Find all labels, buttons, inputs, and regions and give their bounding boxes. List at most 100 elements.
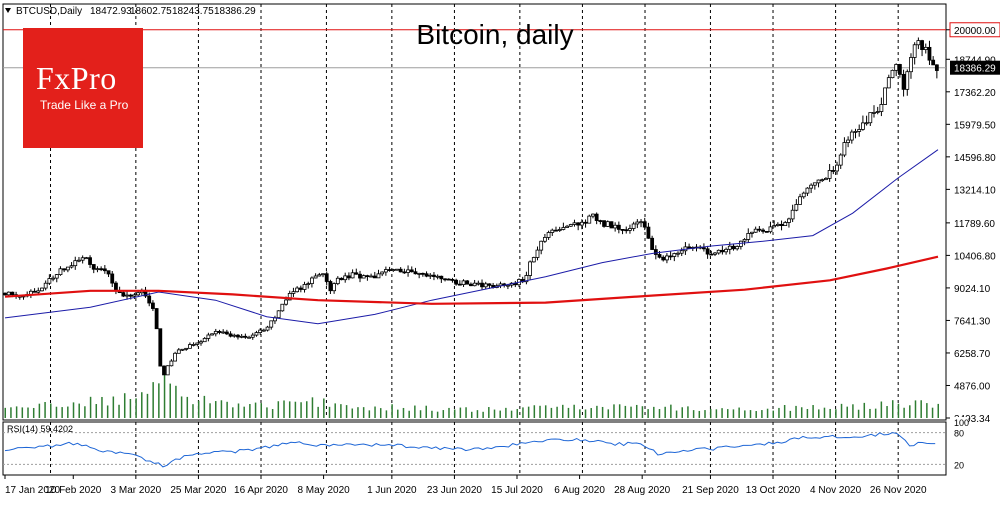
rsi-level-80-label: 80 [954,429,964,439]
volume-bar [527,406,530,418]
candle-body [395,268,399,271]
volume-bar [402,407,405,418]
volume-bar [630,406,632,418]
dropdown-triangle-icon [5,8,11,13]
candle-body [132,294,137,297]
candle-body [506,284,510,287]
volume-bar [226,401,228,418]
candle-body [417,272,422,275]
volume-bar [78,403,80,418]
candle-body [849,131,854,141]
candle-body [432,274,436,277]
volume-bar [4,407,6,418]
volume-bar [852,404,854,418]
volume-bar [488,407,490,418]
volume-bar [704,410,706,418]
volume-bar [237,403,240,418]
candle-body [853,130,858,133]
candle-body [528,261,532,276]
candle-body [173,352,178,362]
volume-bar [806,408,809,418]
candle-body [51,277,55,280]
volume-bar [50,403,52,418]
candle-body [790,209,795,220]
candle-body [846,139,851,143]
candle-body [457,283,462,286]
volume-bar [647,409,649,418]
candle-body [568,224,573,227]
candle-body [313,275,318,279]
candle-body [43,282,48,289]
volume-bar [692,410,695,418]
volume-bar [431,410,433,418]
candle-body [65,266,70,271]
candle-body [757,228,762,231]
x-tick-label: 15 Jul 2020 [491,485,543,496]
candle-body [642,221,647,228]
candle-body [816,179,821,184]
candle-body [47,278,52,284]
volume-bar [72,402,75,418]
candle-body [409,269,414,273]
candle-body [328,281,333,292]
y-tick-label: 6258.70 [954,349,991,360]
candle-body [147,295,152,304]
candle-body [195,342,200,345]
candle-body [402,271,407,274]
volume-bar [21,407,24,418]
candle-body [469,283,473,287]
rsi-label: RSI(14) 59.4202 [7,424,73,434]
x-tick-label: 16 Apr 2020 [234,485,288,496]
candle-body [317,274,322,277]
candle-body [861,122,865,130]
candle-body [3,292,7,296]
candle-body [750,231,754,234]
candle-body [554,229,558,232]
candle-body [454,279,459,285]
y-tick-label: 4876.00 [954,381,991,392]
candle-body [705,248,710,255]
candle-body [424,273,429,277]
volume-bar [266,407,268,418]
volume-bar [101,396,103,418]
volume-bar [818,409,820,418]
candle-body [531,257,536,263]
candle-body [91,264,96,270]
x-tick-label: 4 Nov 2020 [810,485,862,496]
candle-body [676,252,680,255]
candle-body [761,229,765,232]
volume-bar [721,408,723,418]
volume-bar [192,404,194,418]
candle-body [727,245,732,250]
volume-bar [510,410,513,418]
candle-body [872,112,876,114]
volume-bar [351,408,354,418]
volume-bar [499,410,501,418]
candle-body [84,257,89,260]
candle-body [768,226,773,233]
candle-body [639,221,643,224]
candle-body [646,226,651,239]
volume-bar [624,405,627,418]
candle-body [332,283,337,292]
candle-body [95,268,100,271]
volume-bar [442,410,445,418]
candle-body [250,334,255,338]
candle-body [465,280,470,285]
ma-slow-line [4,255,939,305]
x-tick-label: 3 Mar 2020 [111,485,162,496]
candle-body [480,282,484,288]
volume-bar [829,408,831,418]
candle-body [284,299,288,305]
volume-bar [800,407,803,418]
resistance-price-box [949,22,1000,38]
candle-body [158,328,163,367]
volume-bar [522,407,524,418]
candle-body [73,260,78,267]
candle-body [905,71,910,90]
candle-body [180,348,185,351]
candle-body [310,277,314,285]
volume-bar [727,409,729,418]
candle-body [787,218,791,223]
candle-body [864,122,869,125]
